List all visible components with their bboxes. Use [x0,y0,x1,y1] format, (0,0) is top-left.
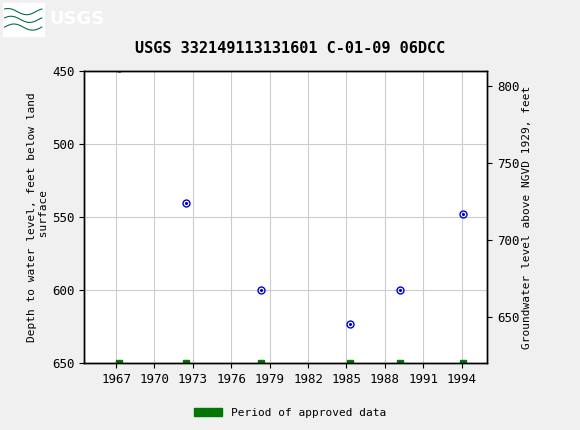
FancyBboxPatch shape [3,3,43,36]
Y-axis label: Depth to water level, feet below land
 surface: Depth to water level, feet below land su… [27,92,49,342]
Text: USGS: USGS [49,10,104,28]
Y-axis label: Groundwater level above NGVD 1929, feet: Groundwater level above NGVD 1929, feet [522,86,532,349]
Text: USGS 332149113131601 C-01-09 06DCC: USGS 332149113131601 C-01-09 06DCC [135,41,445,56]
Legend: Period of approved data: Period of approved data [190,403,390,422]
